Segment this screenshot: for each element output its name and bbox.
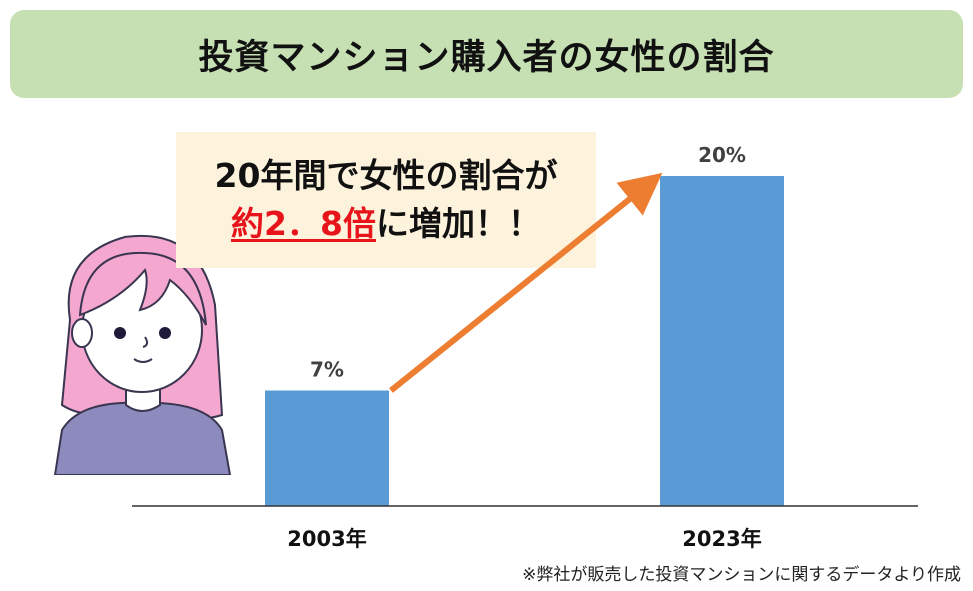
footnote: ※弊社が販売した投資マンションに関するデータより作成 (522, 565, 961, 585)
callout-line-2-rest: に増加！！ (375, 204, 541, 243)
callout-highlight: 約2．8倍 (231, 204, 376, 243)
data-label-1: 7% (310, 358, 344, 382)
page-title: 投資マンション購入者の女性の割合 (198, 37, 775, 78)
callout-line-1: 20年間で女性の割合が (214, 156, 558, 196)
title-banner: 投資マンション購入者の女性の割合 (10, 10, 963, 98)
category-label-2: 2023年 (682, 527, 761, 551)
bar-1 (265, 390, 389, 506)
callout-box: 20年間で女性の割合が 約2．8倍に増加！！ (176, 132, 596, 268)
data-label-2: 20% (698, 143, 746, 167)
callout-line-2: 約2．8倍に増加！！ (231, 200, 541, 248)
bar-2 (660, 176, 784, 506)
trend-arrow (389, 172, 663, 393)
woman-illustration (53, 234, 232, 475)
category-label-1: 2003年 (287, 527, 366, 551)
